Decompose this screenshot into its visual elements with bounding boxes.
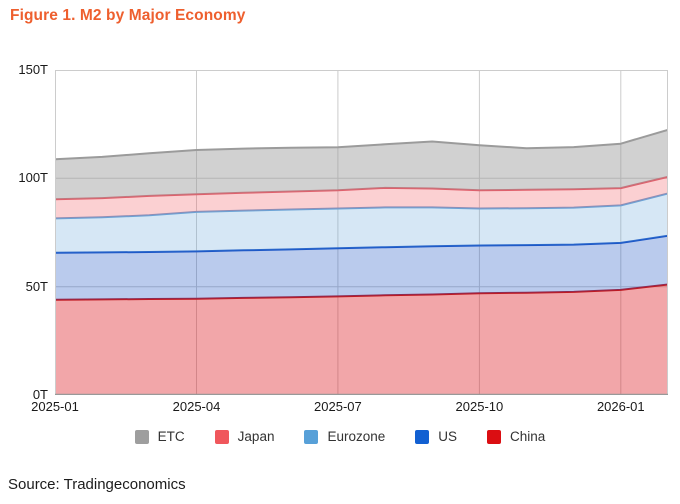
legend-item-us[interactable]: US xyxy=(415,429,457,444)
legend-label: China xyxy=(510,429,546,444)
area-etc xyxy=(55,129,668,200)
legend-swatch-icon xyxy=(487,429,502,444)
x-axis-tick-label: 2025-10 xyxy=(455,399,504,414)
plot-area xyxy=(54,69,669,396)
source-text: Source: Tradingeconomics xyxy=(8,476,186,493)
legend-item-china[interactable]: China xyxy=(487,429,545,444)
line-eurozone xyxy=(54,192,669,220)
legend-swatch-icon xyxy=(214,429,229,444)
legend-swatch-icon xyxy=(415,429,430,444)
line-japan xyxy=(54,175,669,201)
x-axis-tick-label: 2025-04 xyxy=(172,399,221,414)
legend-label: Japan xyxy=(237,429,275,444)
legend-label: ETC xyxy=(157,429,185,444)
y-axis-tick-label: 0T xyxy=(32,387,48,402)
m2-stacked-area-chart xyxy=(54,69,669,396)
y-axis-tick-label: 50T xyxy=(25,278,48,294)
legend-item-japan[interactable]: Japan xyxy=(214,429,275,444)
legend-swatch-icon xyxy=(134,429,149,444)
figure-title: Figure 1. M2 by Major Economy xyxy=(10,7,246,24)
legend-swatch-icon xyxy=(304,429,319,444)
legend-label: US xyxy=(438,429,458,444)
x-axis-tick-label: 2026-01 xyxy=(596,399,645,414)
y-axis-tick-label: 100T xyxy=(18,170,48,186)
line-etc xyxy=(54,128,669,161)
x-axis-tick-label: 2025-01 xyxy=(31,399,79,414)
x-axis-tick-label: 2025-07 xyxy=(314,399,362,414)
area-china xyxy=(55,284,668,395)
area-japan xyxy=(55,176,668,219)
legend-label: Eurozone xyxy=(327,429,386,444)
line-us xyxy=(54,234,669,254)
chart-legend: ETC Japan Eurozone US China xyxy=(0,429,680,444)
legend-item-etc[interactable]: ETC xyxy=(134,429,185,444)
legend-item-eurozone[interactable]: Eurozone xyxy=(304,429,385,444)
line-china xyxy=(54,283,669,301)
y-axis-tick-label: 150T xyxy=(18,62,48,77)
